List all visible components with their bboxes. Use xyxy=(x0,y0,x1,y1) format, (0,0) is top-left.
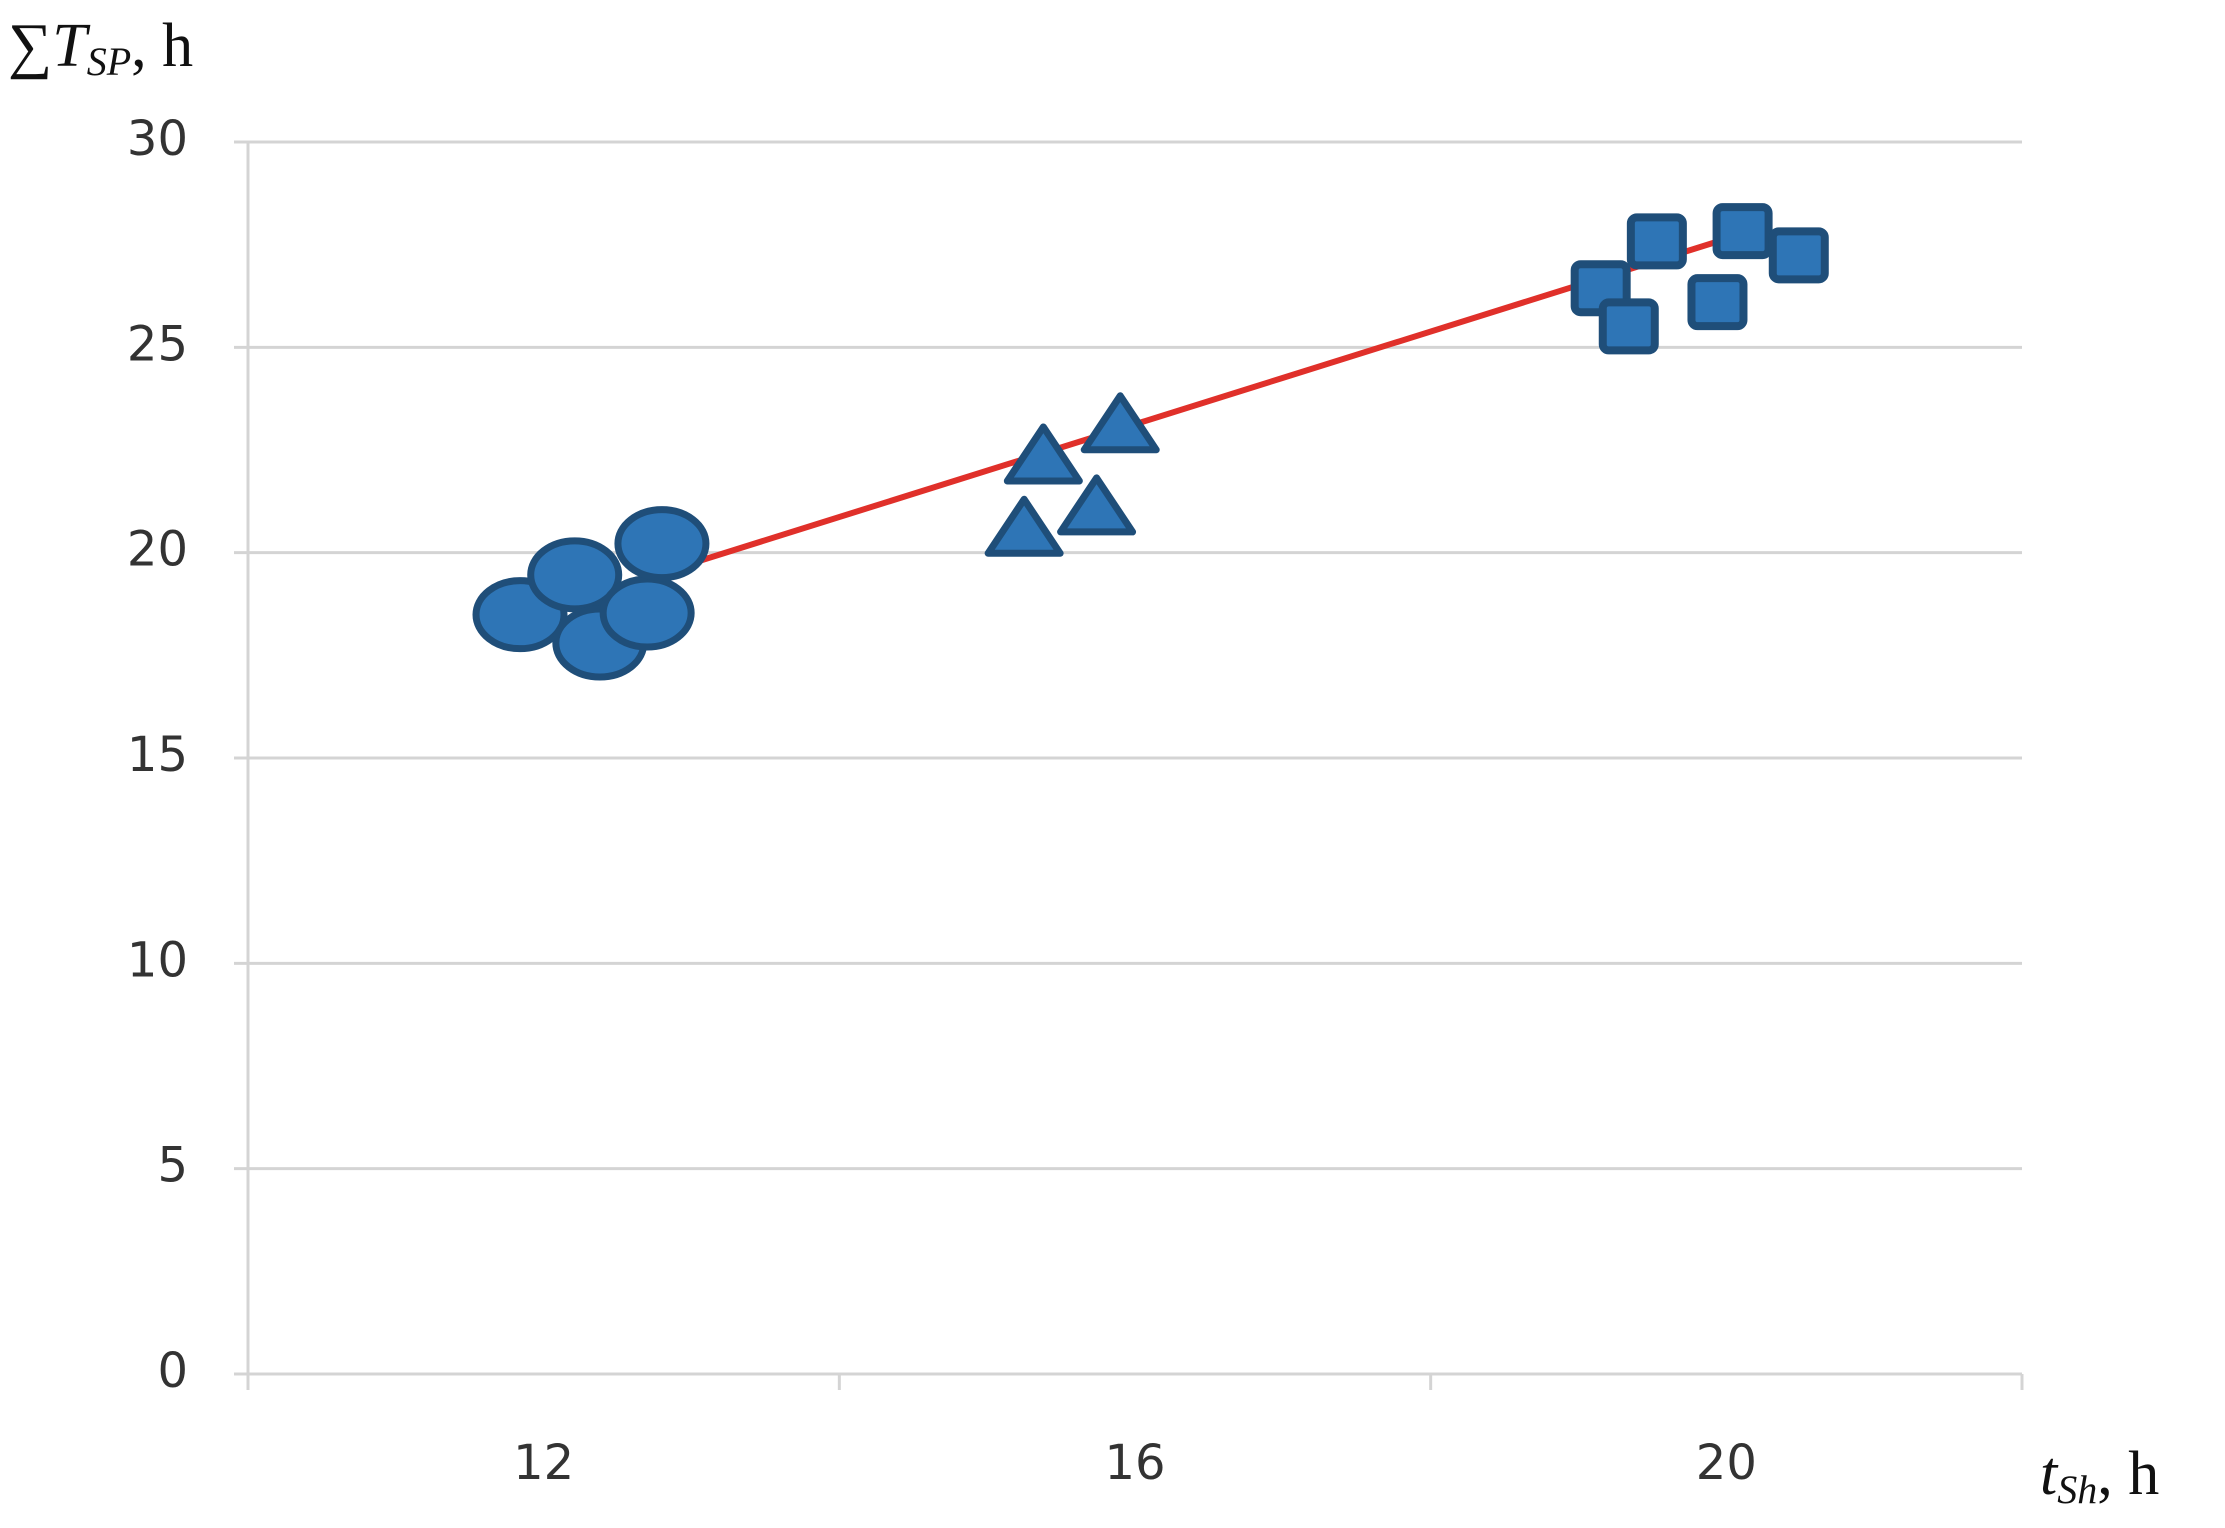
circle-marker xyxy=(599,575,695,651)
y-axis-label: ∑TSP, h xyxy=(8,12,193,84)
y-label-sub: SP xyxy=(87,39,131,84)
triangle-marker xyxy=(1003,423,1083,485)
square-marker xyxy=(1768,227,1829,284)
triangle-marker xyxy=(1057,474,1137,536)
circle-marker xyxy=(614,506,710,582)
x-tick-label: 12 xyxy=(513,1435,574,1491)
square-marker xyxy=(1626,213,1687,270)
y-tick-label: 5 xyxy=(157,1138,188,1194)
square-marker xyxy=(1687,274,1748,331)
y-tick-label: 20 xyxy=(127,522,188,578)
square-marker xyxy=(1712,203,1773,260)
triangle-marker xyxy=(984,495,1064,557)
x-label-main: t xyxy=(2040,1440,2059,1508)
y-tick-label: 30 xyxy=(127,111,188,167)
x-axis-label: tSh, h xyxy=(2040,1440,2159,1512)
trend-line xyxy=(622,229,1747,588)
x-label-sub: Sh xyxy=(2057,1467,2097,1512)
square-marker xyxy=(1598,298,1659,355)
y-label-suffix: , h xyxy=(131,12,193,80)
x-tick-label: 20 xyxy=(1696,1435,1757,1491)
y-tick-label: 15 xyxy=(127,727,188,783)
y-tick-label: 0 xyxy=(157,1343,188,1399)
x-tick-label: 16 xyxy=(1104,1435,1165,1491)
x-label-suffix: , h xyxy=(2097,1440,2159,1508)
triangle-marker xyxy=(1080,392,1160,454)
y-tick-label: 10 xyxy=(127,932,188,988)
y-tick-label: 25 xyxy=(127,316,188,372)
circle-marker xyxy=(527,537,623,613)
y-label-main: ∑T xyxy=(8,12,91,80)
